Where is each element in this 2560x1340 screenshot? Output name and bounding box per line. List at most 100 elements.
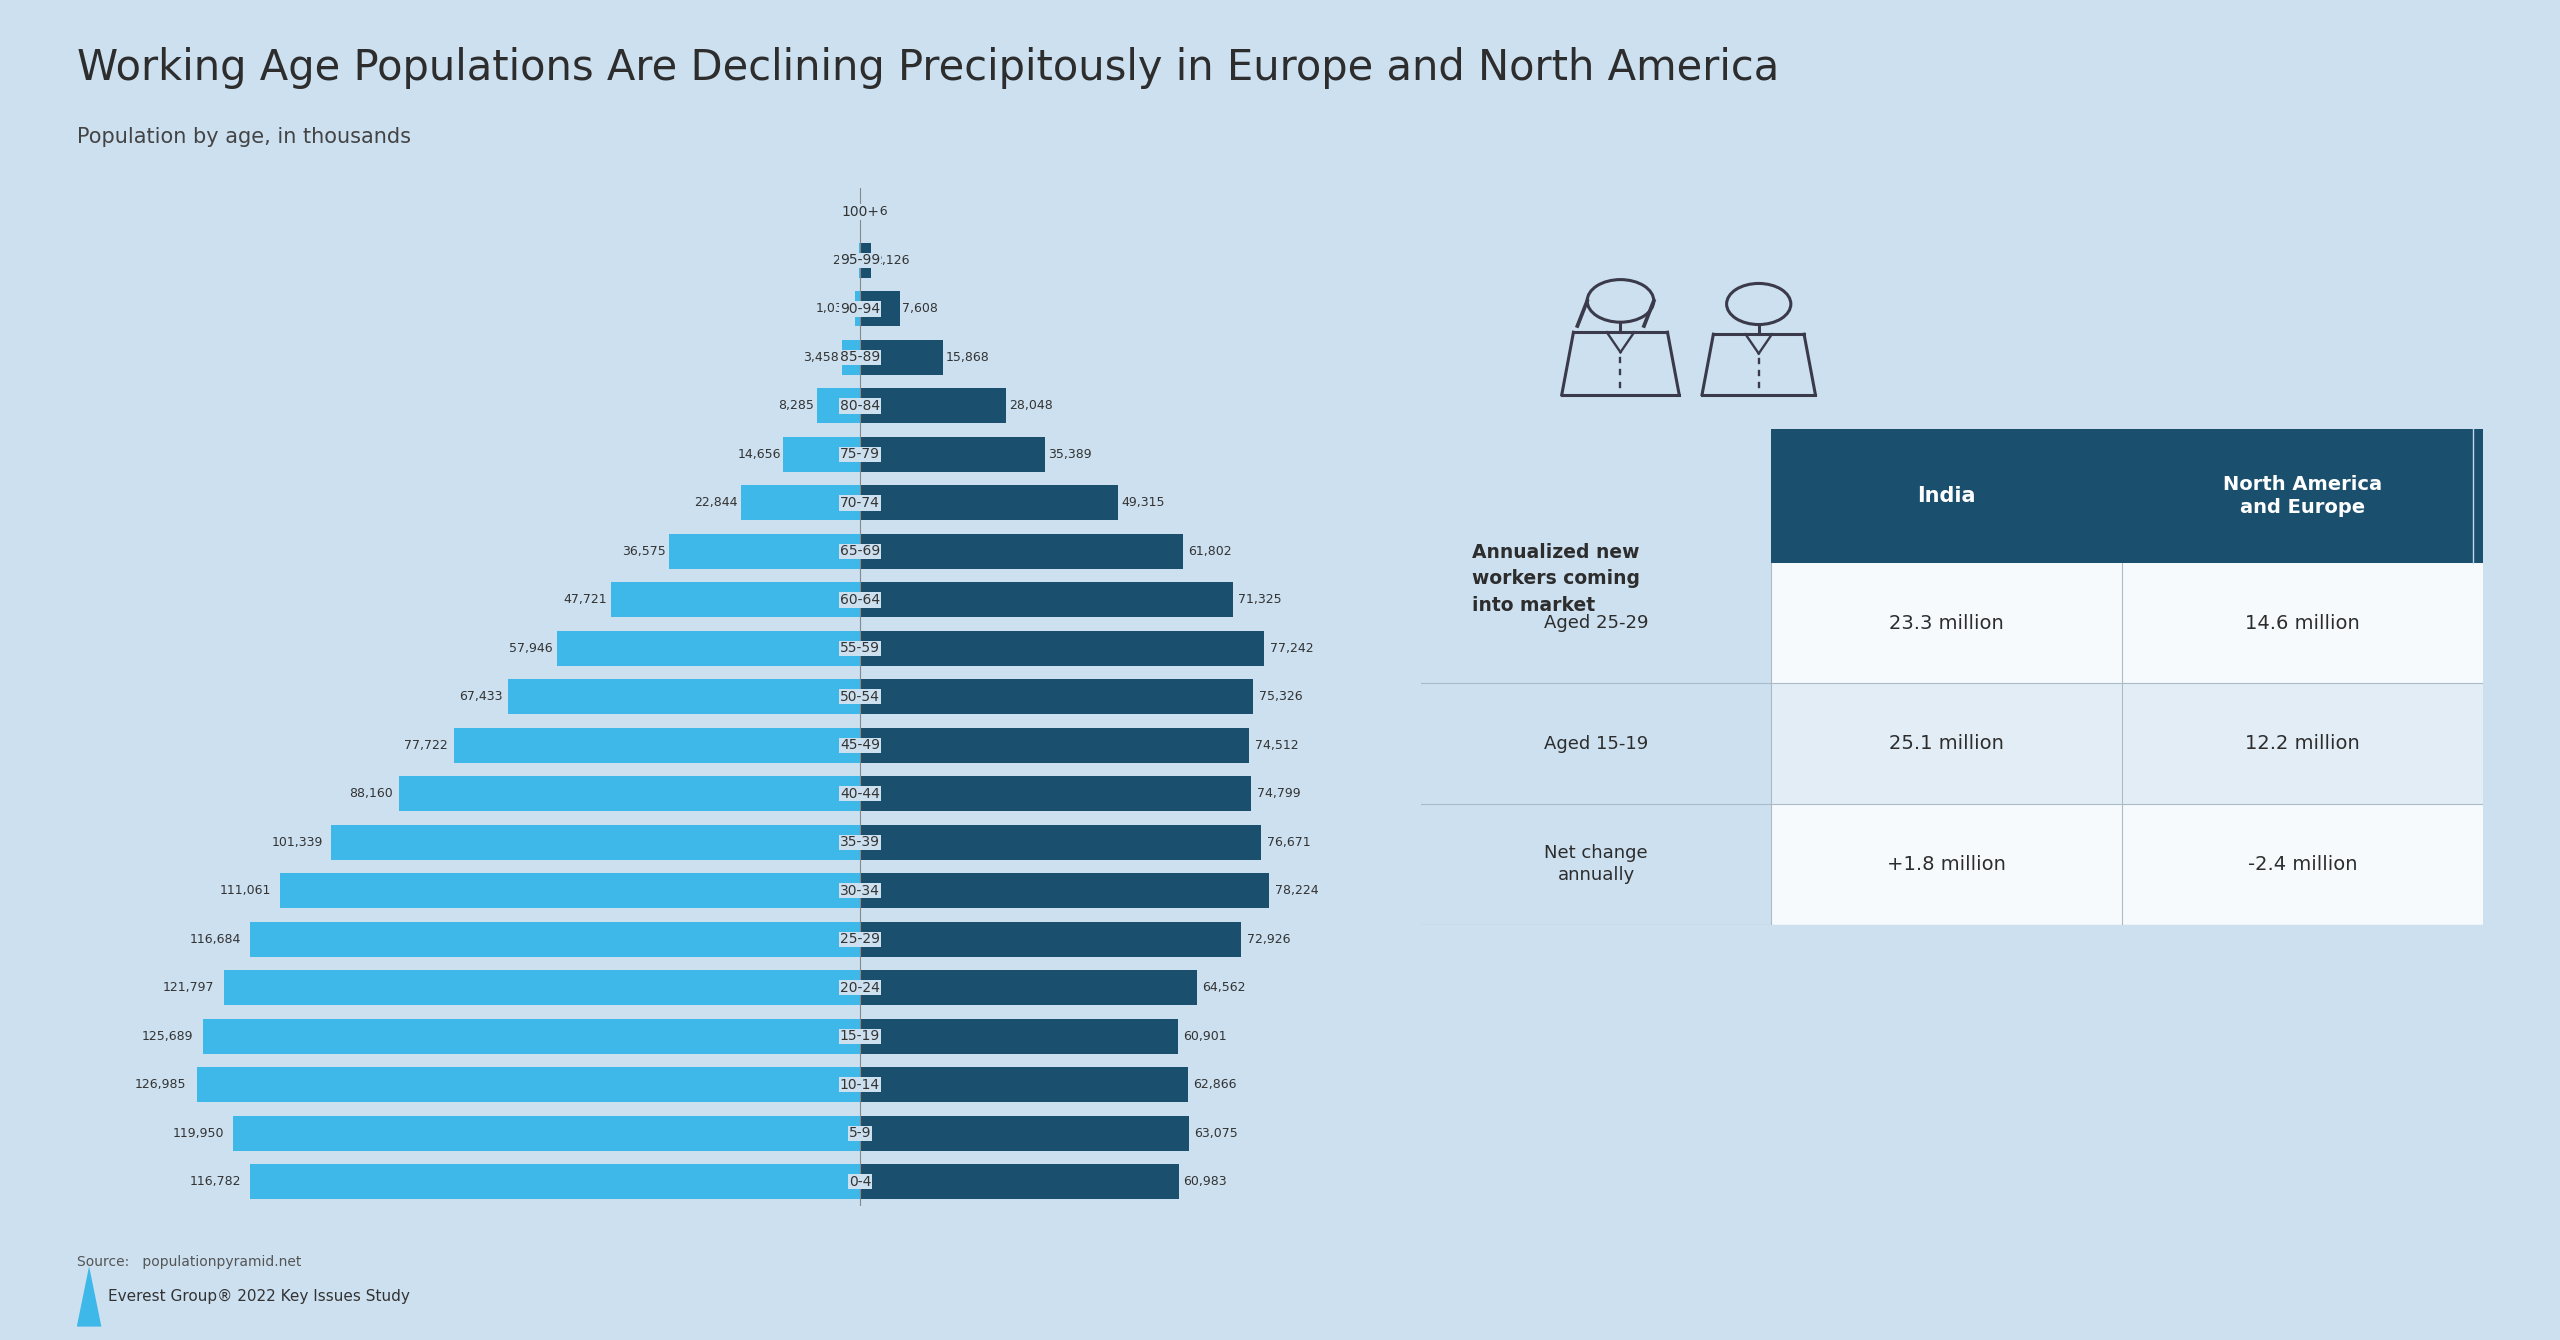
Text: 47,721: 47,721	[563, 594, 607, 606]
Bar	[842, 340, 860, 375]
Text: 50-54: 50-54	[840, 690, 881, 704]
Text: 40-44: 40-44	[840, 787, 881, 801]
Text: 61,802: 61,802	[1188, 545, 1231, 557]
Text: 23.3 million: 23.3 million	[1889, 614, 2004, 632]
Text: +1.8 million: +1.8 million	[1887, 855, 2007, 874]
Bar	[279, 874, 860, 909]
Bar	[612, 583, 860, 618]
Bar	[197, 1067, 860, 1103]
FancyBboxPatch shape	[1772, 683, 2122, 804]
Text: 77,722: 77,722	[404, 738, 448, 752]
Text: 60,901: 60,901	[1183, 1029, 1226, 1043]
Text: 36,575: 36,575	[622, 545, 666, 557]
Bar	[860, 922, 1242, 957]
Bar	[860, 874, 1270, 909]
Text: 3,458: 3,458	[804, 351, 840, 364]
Text: 25-29: 25-29	[840, 933, 881, 946]
Bar	[860, 485, 1119, 520]
Text: 35,389: 35,389	[1047, 448, 1091, 461]
FancyBboxPatch shape	[1772, 804, 2122, 925]
Text: 247: 247	[832, 253, 855, 267]
Text: Source:   populationpyramid.net: Source: populationpyramid.net	[77, 1256, 302, 1269]
Bar	[860, 1018, 1178, 1053]
Text: 72,926: 72,926	[1247, 933, 1290, 946]
Bar	[330, 825, 860, 860]
Bar	[783, 437, 860, 472]
Text: 14.6 million: 14.6 million	[2245, 614, 2360, 632]
FancyBboxPatch shape	[1772, 429, 2122, 563]
Bar	[860, 776, 1252, 811]
Bar	[223, 970, 860, 1005]
Text: 25.1 million: 25.1 million	[1889, 734, 2004, 753]
Text: 74,512: 74,512	[1254, 738, 1298, 752]
Text: 111,061: 111,061	[220, 884, 271, 898]
Text: 1,038: 1,038	[817, 303, 852, 315]
Text: Aged 25-29: Aged 25-29	[1544, 614, 1649, 632]
Text: 125,689: 125,689	[141, 1029, 195, 1043]
Text: 95-99: 95-99	[840, 253, 881, 268]
Text: 64,562: 64,562	[1203, 981, 1247, 994]
Bar	[860, 631, 1265, 666]
Text: 15,868: 15,868	[945, 351, 988, 364]
Bar	[860, 1164, 1178, 1199]
Text: 70-74: 70-74	[840, 496, 881, 509]
Text: 75-79: 75-79	[840, 448, 881, 461]
Bar	[202, 1018, 860, 1053]
Text: 121,797: 121,797	[164, 981, 215, 994]
Text: 8,285: 8,285	[778, 399, 814, 413]
Text: 80-84: 80-84	[840, 399, 881, 413]
Text: 116,684: 116,684	[189, 933, 241, 946]
Bar	[860, 437, 1044, 472]
Text: 119,950: 119,950	[172, 1127, 223, 1140]
Text: 100+: 100+	[840, 205, 878, 218]
Text: 85-89: 85-89	[840, 350, 881, 364]
Bar	[558, 631, 860, 666]
Text: 20-24: 20-24	[840, 981, 881, 994]
Text: 75,326: 75,326	[1260, 690, 1303, 704]
Bar	[860, 970, 1198, 1005]
Bar	[860, 728, 1249, 762]
Text: 28,048: 28,048	[1009, 399, 1052, 413]
Text: 35-39: 35-39	[840, 835, 881, 850]
Text: 12.2 million: 12.2 million	[2245, 734, 2360, 753]
Text: Aged 15-19: Aged 15-19	[1544, 734, 1649, 753]
Text: 2,126: 2,126	[873, 253, 909, 267]
Bar	[860, 583, 1231, 618]
Text: 90-94: 90-94	[840, 302, 881, 316]
Text: 5-9: 5-9	[850, 1126, 870, 1140]
Bar	[668, 533, 860, 568]
Text: 67,433: 67,433	[458, 690, 502, 704]
Text: 74,799: 74,799	[1257, 788, 1300, 800]
Text: Net change
annually: Net change annually	[1544, 844, 1649, 884]
Text: Annualized new
workers coming
into market: Annualized new workers coming into marke…	[1472, 543, 1641, 615]
FancyBboxPatch shape	[2122, 563, 2483, 683]
Text: 45-49: 45-49	[840, 738, 881, 752]
Bar	[860, 679, 1254, 714]
Bar	[507, 679, 860, 714]
Text: 101,339: 101,339	[271, 836, 323, 848]
Text: 60-64: 60-64	[840, 592, 881, 607]
Bar	[817, 389, 860, 423]
Bar	[860, 825, 1260, 860]
Text: 7,608: 7,608	[901, 303, 937, 315]
Text: 0-4: 0-4	[850, 1175, 870, 1189]
Text: 78,224: 78,224	[1275, 884, 1318, 898]
Text: 77,242: 77,242	[1270, 642, 1313, 655]
Text: 88,160: 88,160	[348, 788, 392, 800]
Text: -2.4 million: -2.4 million	[2248, 855, 2358, 874]
Bar	[233, 1116, 860, 1151]
Bar	[860, 340, 942, 375]
Bar	[860, 1116, 1190, 1151]
Text: 216: 216	[863, 205, 888, 218]
FancyBboxPatch shape	[2122, 804, 2483, 925]
Text: 60,983: 60,983	[1183, 1175, 1226, 1189]
Bar	[860, 291, 899, 327]
Text: 45: 45	[842, 205, 858, 218]
Text: North America
and Europe: North America and Europe	[2222, 474, 2383, 517]
Text: 30-34: 30-34	[840, 884, 881, 898]
Text: 116,782: 116,782	[189, 1175, 241, 1189]
Text: 22,844: 22,844	[694, 496, 737, 509]
Text: Everest Group® 2022 Key Issues Study: Everest Group® 2022 Key Issues Study	[108, 1289, 410, 1304]
Text: 126,985: 126,985	[136, 1079, 187, 1091]
Bar	[251, 922, 860, 957]
